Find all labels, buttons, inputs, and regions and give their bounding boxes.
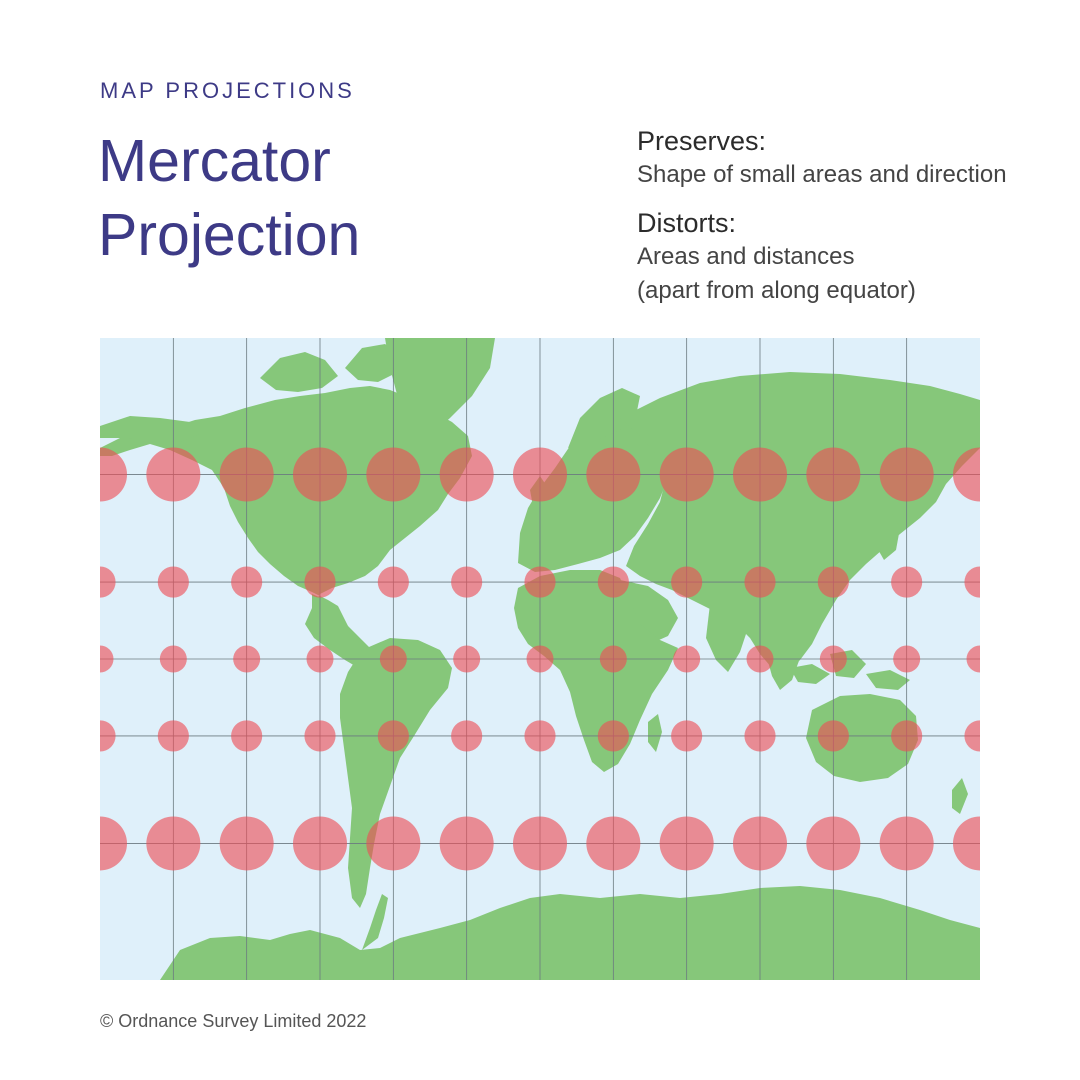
indicatrix-circle — [599, 645, 627, 673]
indicatrix-circle — [453, 645, 481, 673]
land-antarctica — [160, 886, 980, 980]
indicatrix-circle — [966, 645, 980, 673]
page-title: Mercator Projection — [98, 124, 360, 272]
indicatrix-circle — [439, 816, 494, 871]
indicatrix-circle — [451, 566, 483, 598]
title-line-1: Mercator — [98, 128, 331, 194]
indicatrix-circle — [671, 566, 703, 598]
tissot-indicatrix — [100, 447, 980, 871]
indicatrix-circle — [891, 566, 923, 598]
indicatrix-circle — [673, 645, 701, 673]
indicatrix-circle — [366, 447, 421, 502]
map-canvas — [100, 338, 980, 980]
copyright-footer: © Ordnance Survey Limited 2022 — [100, 1011, 367, 1031]
indicatrix-circle — [586, 816, 641, 871]
distorts-text-line-2: (apart from along equator) — [637, 277, 916, 304]
indicatrix-circle — [306, 645, 334, 673]
indicatrix-circle — [293, 816, 347, 871]
indicatrix-circle — [100, 447, 127, 502]
land-madagascar — [648, 714, 662, 752]
indicatrix-circle — [379, 645, 407, 673]
distorts-label: Distorts: — [637, 208, 737, 238]
land-australia — [806, 694, 918, 782]
distorts-text-line-1: Areas and distances — [637, 243, 855, 270]
indicatrix-circle — [100, 816, 127, 871]
indicatrix-circle — [964, 720, 980, 752]
indicatrix-circle — [744, 720, 776, 752]
indicatrix-circle — [451, 720, 483, 752]
land-greenland — [385, 338, 495, 442]
indicatrix-circle — [366, 816, 421, 871]
indicatrix-circle — [671, 720, 703, 752]
preserves-label: Preserves: — [637, 126, 767, 156]
preserves-text: Shape of small areas and direction — [637, 161, 1007, 188]
indicatrix-circle — [659, 816, 714, 871]
indicatrix-circle — [100, 720, 116, 752]
indicatrix-circle — [817, 566, 849, 598]
indicatrix-circle — [439, 447, 494, 502]
indicatrix-circle — [746, 645, 774, 673]
indicatrix-circle — [597, 566, 629, 598]
land-africa — [514, 570, 678, 772]
mercator-map — [100, 338, 980, 980]
indicatrix-circle — [377, 566, 409, 598]
indicatrix-circle — [893, 645, 921, 673]
indicatrix-circle — [953, 816, 980, 871]
indicatrix-circle — [304, 566, 336, 598]
land-scandinavia — [568, 388, 640, 448]
indicatrix-circle — [526, 645, 554, 673]
indicatrix-circle — [733, 447, 787, 502]
indicatrix-circle — [146, 816, 201, 871]
land-central-america — [312, 594, 372, 654]
indicatrix-circle — [524, 566, 556, 598]
indicatrix-circle — [806, 816, 861, 871]
indicatrix-circle — [304, 720, 336, 752]
indicatrix-circle — [964, 566, 980, 598]
properties-panel: Preserves: Shape of small areas and dire… — [637, 124, 1057, 308]
title-line-2: Projection — [98, 202, 361, 268]
indicatrix-circle — [953, 447, 980, 502]
indicatrix-circle — [231, 566, 263, 598]
indicatrix-circle — [524, 720, 556, 752]
indicatrix-circle — [231, 720, 263, 752]
indicatrix-circle — [219, 816, 274, 871]
indicatrix-circle — [819, 645, 847, 673]
indicatrix-circle — [513, 447, 567, 502]
indicatrix-circle — [157, 720, 189, 752]
indicatrix-circle — [157, 566, 189, 598]
indicatrix-circle — [233, 645, 261, 673]
land-indonesia — [790, 650, 910, 690]
indicatrix-circle — [586, 447, 641, 502]
land-antarctic-peninsula — [362, 894, 388, 950]
indicatrix-circle — [733, 816, 787, 871]
land-india — [706, 604, 748, 672]
land-asia — [620, 372, 980, 672]
section-eyebrow: MAP PROJECTIONS — [100, 78, 355, 103]
indicatrix-circle — [513, 816, 567, 871]
land-layer — [100, 338, 980, 980]
indicatrix-circle — [146, 447, 201, 502]
indicatrix-circle — [879, 816, 934, 871]
indicatrix-circle — [744, 566, 776, 598]
indicatrix-circle — [806, 447, 861, 502]
indicatrix-circle — [891, 720, 923, 752]
indicatrix-circle — [377, 720, 409, 752]
indicatrix-circle — [219, 447, 274, 502]
indicatrix-circle — [293, 447, 347, 502]
indicatrix-circle — [879, 447, 934, 502]
land-alaska — [100, 416, 200, 442]
indicatrix-circle — [659, 447, 714, 502]
indicatrix-circle — [100, 566, 116, 598]
land-japan — [876, 514, 900, 560]
indicatrix-circle — [597, 720, 629, 752]
indicatrix-circle — [100, 645, 114, 673]
indicatrix-circle — [817, 720, 849, 752]
land-new-zealand — [952, 778, 968, 814]
indicatrix-circle — [159, 645, 187, 673]
